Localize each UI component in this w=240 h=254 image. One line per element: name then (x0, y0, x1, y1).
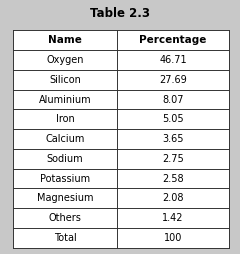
Text: Oxygen: Oxygen (46, 55, 84, 65)
Text: Aluminium: Aluminium (39, 94, 91, 105)
Bar (13, 208, 117, 228)
Bar (13, 129, 117, 149)
Bar (117, 70, 229, 90)
Bar (13, 109, 117, 129)
Text: 2.58: 2.58 (162, 173, 184, 184)
Bar (117, 90, 229, 109)
Text: 1.42: 1.42 (162, 213, 184, 223)
Bar (13, 30, 117, 50)
Text: 2.08: 2.08 (162, 193, 184, 203)
Bar (117, 109, 229, 129)
Bar (117, 50, 229, 70)
Text: Total: Total (54, 233, 76, 243)
Text: 5.05: 5.05 (162, 114, 184, 124)
Text: 100: 100 (164, 233, 182, 243)
Bar (117, 208, 229, 228)
Text: Table 2.3: Table 2.3 (90, 7, 150, 20)
Bar (117, 149, 229, 169)
Bar (13, 50, 117, 70)
Text: Magnesium: Magnesium (37, 193, 93, 203)
Text: Sodium: Sodium (47, 154, 83, 164)
Bar (117, 188, 229, 208)
Text: Name: Name (48, 35, 82, 45)
Text: Calcium: Calcium (45, 134, 85, 144)
Text: 27.69: 27.69 (159, 75, 187, 85)
Bar (117, 30, 229, 50)
Bar (117, 228, 229, 248)
Text: 3.65: 3.65 (162, 134, 184, 144)
Text: Potassium: Potassium (40, 173, 90, 184)
Bar (13, 188, 117, 208)
Text: 46.71: 46.71 (159, 55, 187, 65)
Text: Iron: Iron (56, 114, 74, 124)
Text: Percentage: Percentage (139, 35, 207, 45)
Bar (13, 70, 117, 90)
Bar (117, 169, 229, 188)
Bar (13, 90, 117, 109)
Bar (117, 129, 229, 149)
Bar (13, 169, 117, 188)
Bar (13, 228, 117, 248)
Text: 2.75: 2.75 (162, 154, 184, 164)
Text: Others: Others (49, 213, 81, 223)
Bar (13, 149, 117, 169)
Text: 8.07: 8.07 (162, 94, 184, 105)
Text: Silicon: Silicon (49, 75, 81, 85)
